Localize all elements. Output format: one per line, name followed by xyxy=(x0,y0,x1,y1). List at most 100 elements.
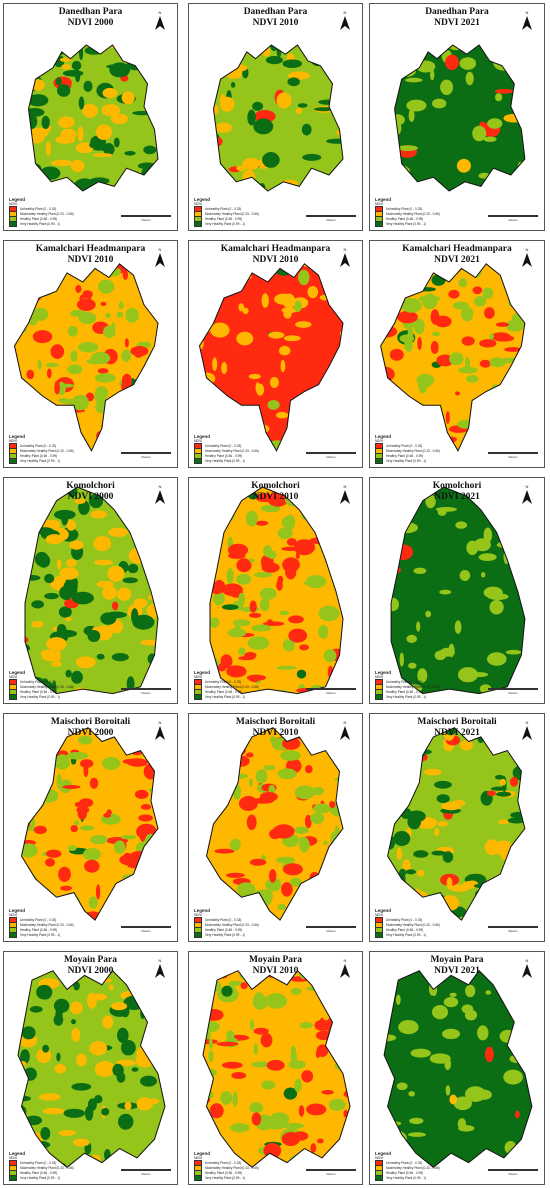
ndvi-patch xyxy=(397,762,414,777)
ndvi-patch xyxy=(333,1048,350,1055)
ndvi-patch xyxy=(66,559,77,567)
map-title: Komolchori NDVI 2000 xyxy=(4,481,177,503)
ndvi-year: NDVI 2021 xyxy=(434,18,480,28)
ndvi-patch xyxy=(4,1040,12,1049)
ndvi-patch xyxy=(8,76,13,87)
ndvi-patch xyxy=(526,630,545,636)
legend-item: Very Healthy Plant (0.99 - 1) xyxy=(194,1174,259,1181)
ndvi-patch xyxy=(455,521,468,529)
ndvi-patch xyxy=(396,522,418,534)
legend-title: Legend xyxy=(9,197,26,202)
ndvi-patch xyxy=(380,377,386,393)
legend-label: Healthy Plant (0.66 - 0.99) xyxy=(205,1170,243,1175)
legend-swatch xyxy=(375,1174,383,1181)
scale-bar: Meters xyxy=(306,212,356,222)
ndvi-patch xyxy=(63,1108,85,1118)
ndvi-patch xyxy=(269,1112,290,1126)
ndvi-patch xyxy=(168,461,178,468)
ndvi-patch xyxy=(403,400,413,409)
area-name: Komolchori xyxy=(251,481,300,491)
ndvi-patch xyxy=(379,178,390,183)
legend-subtitle: NDVI xyxy=(9,1156,18,1160)
area-name: Moyain Para xyxy=(430,955,484,965)
ndvi-patch xyxy=(506,188,516,191)
ndvi-patch xyxy=(78,96,85,110)
ndvi-patch xyxy=(159,508,167,520)
ndvi-patch xyxy=(318,624,329,639)
ndvi-patch xyxy=(465,984,476,998)
legend-label: Unhealthy Plant (0 - 0.33) xyxy=(205,679,242,684)
ndvi-patch xyxy=(172,551,178,557)
ndvi-patch xyxy=(413,318,425,335)
ndvi-patch xyxy=(398,36,413,45)
ndvi-patch xyxy=(112,404,131,410)
ndvi-patch xyxy=(283,308,292,319)
ndvi-patch xyxy=(102,87,118,99)
legend-swatch xyxy=(375,220,383,227)
ndvi-patch xyxy=(372,131,384,138)
ndvi-patch xyxy=(159,136,177,149)
ndvi-patch xyxy=(348,989,350,1005)
ndvi-patch xyxy=(189,881,193,891)
ndvi-patch xyxy=(58,397,69,404)
ndvi-patch xyxy=(323,203,343,209)
ndvi-patch xyxy=(354,743,363,753)
ndvi-patch xyxy=(56,559,62,570)
ndvi-patch xyxy=(45,858,56,867)
map-panel: Danedhan Para NDVI 2000 N Legend NDVI Unhealt… xyxy=(3,3,178,231)
ndvi-patch xyxy=(4,98,17,110)
ndvi-patch xyxy=(446,928,451,938)
ndvi-patch xyxy=(36,1048,52,1063)
ndvi-patch xyxy=(104,45,126,49)
ndvi-patch xyxy=(176,653,178,660)
ndvi-patch xyxy=(231,1072,247,1079)
ndvi-patch xyxy=(21,816,31,831)
ndvi-patch xyxy=(509,776,519,787)
ndvi-patch xyxy=(150,414,158,420)
legend-title: Legend xyxy=(375,1151,392,1156)
ndvi-patch xyxy=(20,1049,30,1064)
ndvi-patch xyxy=(342,556,343,562)
ndvi-patch xyxy=(264,939,279,942)
ndvi-patch xyxy=(379,97,387,107)
ndvi-patch xyxy=(28,94,49,107)
ndvi-patch xyxy=(147,66,158,77)
ndvi-patch xyxy=(251,624,272,632)
ndvi-patch xyxy=(206,57,212,65)
ndvi-patch xyxy=(127,563,139,574)
ndvi-patch xyxy=(445,1085,451,1096)
legend-swatch xyxy=(194,220,202,227)
ndvi-patch xyxy=(103,813,112,818)
ndvi-patch xyxy=(229,838,241,851)
ndvi-patch xyxy=(128,54,150,65)
ndvi-patch xyxy=(203,1090,214,1100)
ndvi-patch xyxy=(105,611,127,619)
map-panel: Maischori Boroitali NDVI 2000 N Legend NDVI U… xyxy=(3,713,178,942)
ndvi-patch xyxy=(28,167,30,182)
ndvi-patch xyxy=(141,45,156,48)
ndvi-patch xyxy=(252,101,264,111)
ndvi-patch xyxy=(261,562,280,573)
legend: Legend NDVI Unhealthy Plant (0 - 0.33) Mode… xyxy=(194,908,259,938)
ndvi-patch xyxy=(133,45,156,46)
ndvi-patch xyxy=(205,319,212,333)
ndvi-patch xyxy=(4,792,13,797)
ndvi-patch xyxy=(119,854,140,866)
ndvi-patch xyxy=(5,835,12,843)
ndvi-patch xyxy=(124,151,136,156)
ndvi-patch xyxy=(377,116,389,127)
legend: Legend NDVI Unhealthy Plant (0 - 0.33) Mode… xyxy=(375,1151,440,1181)
ndvi-patch xyxy=(61,938,80,942)
legend-item: Very Healthy Plant (0.99 - 1) xyxy=(375,457,440,464)
ndvi-patch xyxy=(435,507,457,512)
ndvi-patch xyxy=(356,410,363,416)
ndvi-patch xyxy=(4,1048,12,1059)
ndvi-patch xyxy=(483,586,503,599)
north-label: N xyxy=(525,484,529,489)
ndvi-patch xyxy=(340,983,350,993)
ndvi-patch xyxy=(295,108,303,114)
ndvi-patch xyxy=(283,1087,298,1100)
area-name: Maischori Boroitali xyxy=(417,717,497,727)
ndvi-patch xyxy=(93,322,100,331)
ndvi-patch xyxy=(53,1014,64,1026)
